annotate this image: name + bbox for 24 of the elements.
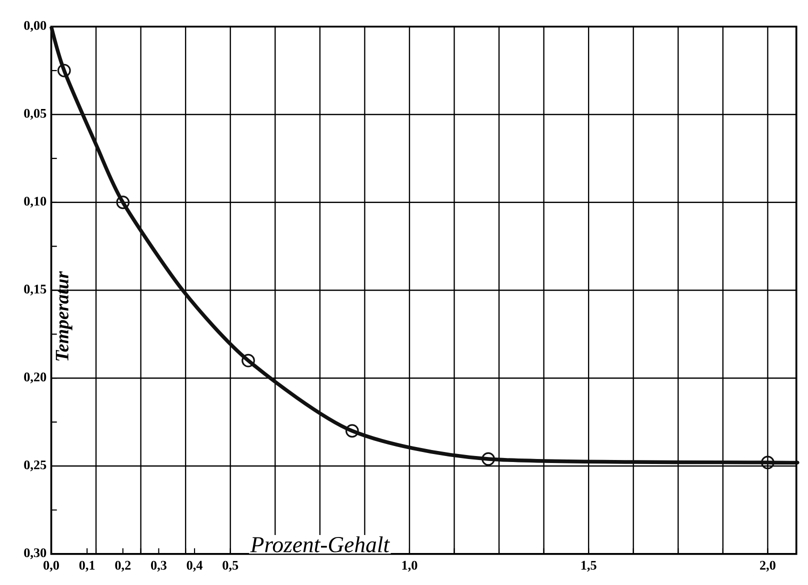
y-tick-label: 0,25 — [24, 460, 46, 471]
x-tick-label: 0,5 — [222, 560, 238, 572]
x-tick-label: 0,4 — [186, 560, 203, 572]
point — [760, 456, 774, 469]
point — [482, 452, 495, 466]
y-tick-label: 0,30 — [24, 548, 46, 559]
y-tick-label: 0,05 — [24, 108, 46, 120]
y-tick-label: 0,15 — [24, 284, 46, 296]
x-tick-label: 0,0 — [44, 560, 59, 572]
point — [116, 195, 130, 209]
x-axis-title: Prozent-Gehalt — [250, 536, 390, 552]
y-tick-label: 0,00 — [24, 20, 46, 32]
x-tick-label: 0,2 — [115, 560, 131, 572]
x-tick-label: 0,1 — [79, 560, 95, 572]
x-tick-label: 1,5 — [581, 560, 596, 572]
y-tick-label: 0,10 — [24, 196, 46, 208]
y-axis-title: Temperatur — [56, 270, 72, 360]
point — [345, 424, 359, 438]
point — [242, 354, 255, 368]
x-tick-label: 2,0 — [760, 560, 776, 572]
y-tick-label: 0,20 — [24, 372, 46, 384]
point — [57, 64, 71, 78]
x-tick-label: 0,3 — [151, 560, 166, 572]
x-tick-label: 1,0 — [402, 560, 418, 572]
